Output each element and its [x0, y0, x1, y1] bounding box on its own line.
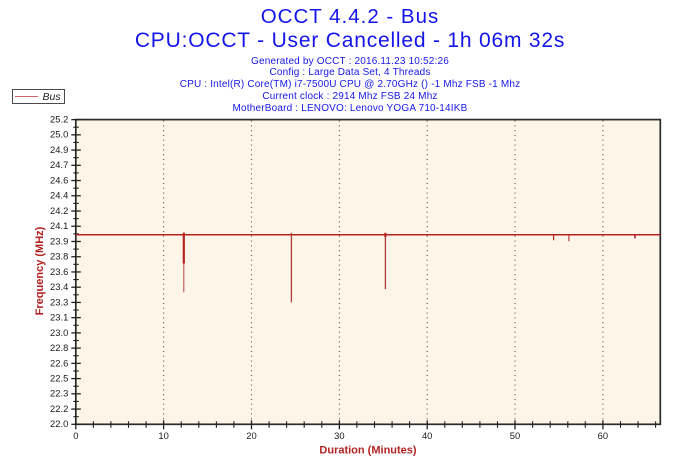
svg-text:Duration (Minutes): Duration (Minutes)	[319, 445, 416, 457]
svg-text:23.6: 23.6	[50, 266, 68, 277]
svg-text:23.8: 23.8	[50, 251, 68, 262]
svg-text:23.1: 23.1	[50, 312, 68, 323]
svg-text:24.2: 24.2	[50, 205, 68, 216]
svg-text:23.3: 23.3	[50, 296, 68, 307]
svg-text:22.0: 22.0	[50, 418, 68, 429]
svg-text:25.0: 25.0	[50, 129, 68, 140]
svg-text:24.7: 24.7	[50, 159, 68, 170]
svg-text:22.6: 22.6	[50, 357, 68, 368]
svg-text:Frequency (MHz): Frequency (MHz)	[34, 226, 46, 315]
svg-text:60: 60	[598, 430, 608, 441]
svg-text:24.9: 24.9	[50, 144, 68, 155]
svg-text:22.2: 22.2	[50, 403, 68, 414]
svg-text:23.4: 23.4	[50, 281, 68, 292]
svg-text:20: 20	[246, 430, 256, 441]
svg-text:23.9: 23.9	[50, 235, 68, 246]
svg-text:24.6: 24.6	[50, 174, 68, 185]
svg-text:30: 30	[334, 430, 344, 441]
svg-text:23.0: 23.0	[50, 327, 68, 338]
svg-text:22.8: 22.8	[50, 342, 68, 353]
svg-text:24.1: 24.1	[50, 220, 68, 231]
svg-text:40: 40	[422, 430, 432, 441]
svg-text:50: 50	[510, 430, 520, 441]
svg-text:10: 10	[158, 430, 168, 441]
svg-text:22.3: 22.3	[50, 388, 68, 399]
svg-text:24.4: 24.4	[50, 190, 68, 201]
svg-text:0: 0	[73, 430, 78, 441]
svg-text:22.5: 22.5	[50, 373, 68, 384]
svg-text:25.2: 25.2	[50, 114, 68, 125]
